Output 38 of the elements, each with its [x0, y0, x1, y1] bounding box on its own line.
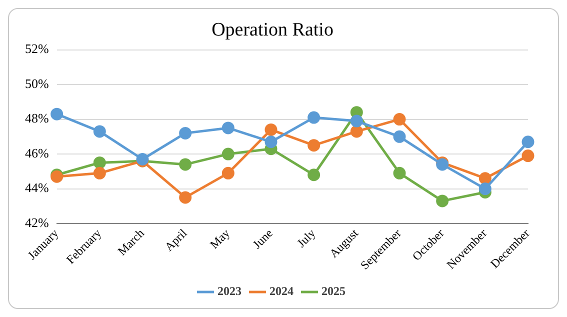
point	[393, 166, 406, 180]
point	[478, 182, 492, 196]
point	[308, 168, 320, 182]
point	[222, 148, 234, 160]
y-tick-label: 42%	[24, 214, 49, 230]
point	[264, 136, 278, 148]
legend-label: 2024	[270, 284, 294, 298]
y-tick-label: 52%	[24, 41, 49, 56]
point	[179, 158, 192, 171]
point	[308, 139, 320, 152]
y-tick-label: 44%	[24, 180, 49, 196]
point	[179, 191, 192, 204]
point	[50, 108, 64, 120]
point	[350, 114, 363, 128]
point	[436, 194, 449, 208]
point	[522, 136, 534, 148]
point	[93, 156, 106, 169]
x-tick-label: May	[207, 226, 233, 252]
x-tick-label: June	[250, 226, 276, 252]
point	[93, 166, 106, 180]
point	[264, 123, 278, 136]
y-tick-label: 50%	[24, 76, 49, 91]
point	[393, 113, 406, 126]
x-tick-label: July	[294, 226, 318, 250]
point	[93, 125, 106, 138]
point	[308, 111, 320, 124]
chart-title: Operation Ratio	[212, 19, 334, 40]
y-tick-label: 46%	[24, 145, 49, 160]
point	[522, 150, 534, 162]
point	[478, 172, 492, 185]
point	[222, 122, 234, 134]
legend-label: 2023	[218, 284, 242, 298]
y-tick-label: 48%	[24, 110, 49, 126]
point	[350, 125, 363, 138]
point	[222, 166, 234, 180]
legend-label: 2025	[322, 284, 346, 298]
point	[393, 130, 406, 143]
point	[179, 126, 192, 140]
